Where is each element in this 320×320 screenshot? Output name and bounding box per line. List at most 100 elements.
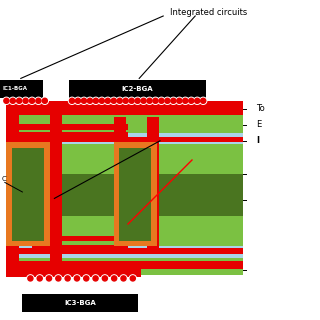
Text: Integrated circuits: Integrated circuits [170, 8, 247, 17]
Bar [6, 132, 128, 138]
Circle shape [159, 98, 164, 103]
Circle shape [84, 276, 89, 281]
Circle shape [177, 98, 182, 103]
Circle shape [183, 98, 188, 103]
Circle shape [129, 98, 134, 103]
Circle shape [45, 275, 52, 282]
Circle shape [170, 97, 177, 104]
Circle shape [129, 275, 136, 282]
Text: To: To [256, 104, 265, 113]
Circle shape [92, 97, 100, 104]
Bar [6, 258, 243, 275]
Circle shape [111, 275, 118, 282]
Bar [6, 115, 243, 133]
Bar [6, 133, 243, 137]
Circle shape [35, 97, 42, 104]
Circle shape [158, 97, 165, 104]
Circle shape [65, 276, 70, 281]
Bar [32, 245, 128, 250]
Circle shape [3, 97, 10, 104]
Circle shape [29, 98, 35, 103]
Circle shape [93, 98, 99, 103]
Circle shape [28, 276, 33, 281]
Bar [6, 248, 243, 254]
Circle shape [4, 98, 9, 103]
Circle shape [102, 276, 108, 281]
Circle shape [93, 276, 98, 281]
Circle shape [37, 276, 42, 281]
Circle shape [112, 276, 117, 281]
Bar [6, 115, 19, 275]
Circle shape [80, 97, 87, 104]
Circle shape [81, 98, 86, 103]
Circle shape [194, 97, 201, 104]
Circle shape [140, 97, 147, 104]
Circle shape [16, 97, 23, 104]
Circle shape [122, 97, 129, 104]
Circle shape [123, 98, 128, 103]
Circle shape [120, 275, 127, 282]
Circle shape [17, 98, 22, 103]
Circle shape [87, 98, 92, 103]
Circle shape [165, 98, 170, 103]
Circle shape [36, 275, 43, 282]
Circle shape [130, 276, 135, 281]
Circle shape [147, 98, 152, 103]
Circle shape [182, 97, 189, 104]
Bar [6, 254, 243, 258]
Bar [50, 115, 62, 275]
Bar [6, 261, 243, 269]
Circle shape [83, 275, 90, 282]
Bar [32, 236, 128, 241]
Text: IC1-BGA: IC1-BGA [3, 86, 28, 91]
Bar [6, 269, 141, 277]
Circle shape [104, 97, 111, 104]
Text: C: C [2, 176, 6, 182]
Circle shape [74, 276, 79, 281]
Bar [6, 174, 243, 216]
Circle shape [117, 98, 122, 103]
Circle shape [56, 276, 61, 281]
Circle shape [134, 97, 141, 104]
Bar [0, 80, 43, 98]
Circle shape [171, 98, 176, 103]
Circle shape [195, 98, 200, 103]
Circle shape [116, 97, 123, 104]
Circle shape [153, 98, 158, 103]
Circle shape [121, 276, 126, 281]
Circle shape [22, 97, 29, 104]
Bar [6, 216, 243, 246]
Circle shape [105, 98, 110, 103]
Bar [114, 142, 157, 246]
Bar [114, 117, 126, 248]
Circle shape [41, 97, 48, 104]
Bar [6, 144, 243, 174]
Bar [147, 117, 159, 248]
Circle shape [75, 97, 82, 104]
Circle shape [9, 97, 16, 104]
Circle shape [55, 275, 62, 282]
Bar [69, 80, 206, 98]
Bar [6, 124, 128, 130]
Bar [119, 148, 151, 241]
Circle shape [146, 97, 153, 104]
Text: I: I [256, 136, 259, 145]
Circle shape [111, 98, 116, 103]
Circle shape [128, 97, 135, 104]
Circle shape [73, 275, 80, 282]
Bar [6, 246, 243, 248]
Circle shape [110, 97, 117, 104]
Circle shape [99, 98, 104, 103]
Circle shape [98, 97, 105, 104]
Bar [6, 137, 243, 142]
Circle shape [64, 275, 71, 282]
Text: E: E [256, 120, 261, 129]
Circle shape [176, 97, 183, 104]
Circle shape [135, 98, 140, 103]
Circle shape [200, 97, 207, 104]
Circle shape [86, 97, 93, 104]
Circle shape [23, 98, 28, 103]
Circle shape [27, 275, 34, 282]
Circle shape [69, 98, 75, 103]
Circle shape [46, 276, 52, 281]
